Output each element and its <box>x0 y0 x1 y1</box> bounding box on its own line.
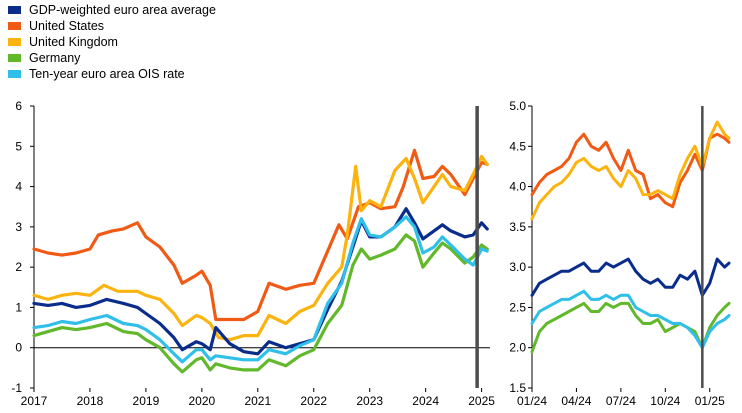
x-tick-label: 01/24 <box>517 394 547 408</box>
y-tick-label: 3 <box>15 220 22 234</box>
x-tick-label: 2022 <box>300 394 327 408</box>
chart-panel-1: -1 0 1 2 3 4 5 6 2017 2018 2019 2020 2021 2022 2023 202… <box>11 99 495 408</box>
legend-swatch-de <box>8 54 21 62</box>
y-tick-label: 4.0 <box>509 180 526 194</box>
legend-swatch-us <box>8 22 21 30</box>
series-line-us <box>32 148 489 322</box>
x-tick-label: 2019 <box>133 394 160 408</box>
y-tick-label: 2.0 <box>509 341 526 355</box>
y-tick-label: 3.5 <box>509 220 526 234</box>
legend-swatch-gdp <box>8 6 21 14</box>
legend-item-ois: Ten-year euro area OIS rate <box>8 66 216 82</box>
x-tick-label: 2021 <box>244 394 271 408</box>
legend-label-uk: United Kingdom <box>29 35 118 49</box>
y-tick-label: 3.0 <box>509 260 526 274</box>
y-tick-label: 2.5 <box>509 300 526 314</box>
x-tick-label: 10/24 <box>650 394 680 408</box>
y-tick-label: 6 <box>15 99 22 113</box>
legend-label-ois: Ten-year euro area OIS rate <box>29 67 185 81</box>
series-line-uk <box>530 120 731 221</box>
legend-item-gdp: GDP-weighted euro area average <box>8 2 216 18</box>
x-tick-label: 2025 <box>468 394 495 408</box>
x-tick-label: 07/24 <box>606 394 636 408</box>
legend-label-gdp: GDP-weighted euro area average <box>29 3 216 17</box>
y-tick-label: 4 <box>15 180 22 194</box>
series-line-ois <box>530 289 731 350</box>
legend-item-de: Germany <box>8 50 216 66</box>
legend-item-us: United States <box>8 18 216 34</box>
x-tick-label: 2018 <box>77 394 104 408</box>
y-tick-label: 5 <box>15 139 22 153</box>
legend-label-us: United States <box>29 19 105 33</box>
series-line-gdp <box>32 207 489 356</box>
x-tick-label: 01/25 <box>695 394 725 408</box>
series-line-de <box>32 233 489 374</box>
y-tick-label: 0 <box>15 341 22 355</box>
y-tick-label: -1 <box>11 381 22 395</box>
x-tick-label: 2023 <box>356 394 383 408</box>
y-tick-label: 4.5 <box>509 139 526 153</box>
series-line-us <box>530 132 731 209</box>
legend: GDP-weighted euro area average United Sta… <box>8 2 216 82</box>
y-tick-label: 1 <box>15 300 22 314</box>
series-line-gdp <box>530 257 731 297</box>
y-tick-label: 5.0 <box>509 99 526 113</box>
y-tick-label: 2 <box>15 260 22 274</box>
legend-item-uk: United Kingdom <box>8 34 216 50</box>
x-tick-label: 04/24 <box>561 394 591 408</box>
x-tick-label: 2017 <box>21 394 48 408</box>
x-tick-label: 2020 <box>189 394 216 408</box>
series-line-uk <box>32 154 489 342</box>
legend-swatch-uk <box>8 38 21 46</box>
y-tick-label: 1.5 <box>509 381 526 395</box>
legend-label-de: Germany <box>29 51 81 65</box>
legend-swatch-ois <box>8 70 21 78</box>
series-line-ois <box>32 215 489 364</box>
x-tick-label: 2024 <box>412 394 439 408</box>
chart-panel-2: 1.5 2.0 2.5 3.0 3.5 4.0 4.5 5.0 01/24 04/24 07/24 1… <box>509 99 731 408</box>
